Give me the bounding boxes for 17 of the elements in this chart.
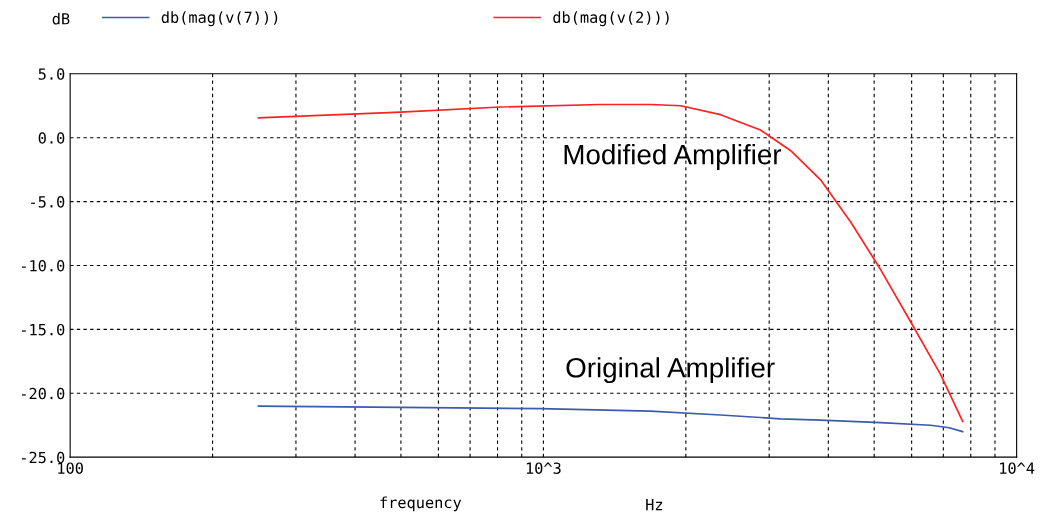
annotation: Modified Amplifier bbox=[564, 144, 782, 170]
x-tick-label: 100 bbox=[58, 462, 83, 474]
legend-label: db(mag(v(2))) bbox=[553, 11, 669, 27]
x-tick-label: 10^3 bbox=[526, 462, 561, 474]
y-tick-label: -15.0 bbox=[21, 323, 65, 336]
text: Hz bbox=[646, 499, 663, 511]
x-axis-title: frequency bbox=[380, 496, 462, 512]
y-axis-title: dB bbox=[52, 12, 70, 25]
y-tick-label: 0.0 bbox=[38, 132, 65, 144]
y-tick-label: -25.0 bbox=[21, 451, 65, 464]
y-tick-label: -20.0 bbox=[21, 387, 65, 400]
y-tick-label: 5.0 bbox=[38, 68, 65, 80]
legend-label: db(mag(v(7))) bbox=[161, 11, 278, 27]
x-tick-label: 10^4 bbox=[1000, 462, 1035, 474]
y-tick-label: -10.0 bbox=[21, 259, 65, 272]
y-tick-label: -5.0 bbox=[31, 196, 65, 208]
annotation: Original Amplifier bbox=[566, 357, 775, 384]
